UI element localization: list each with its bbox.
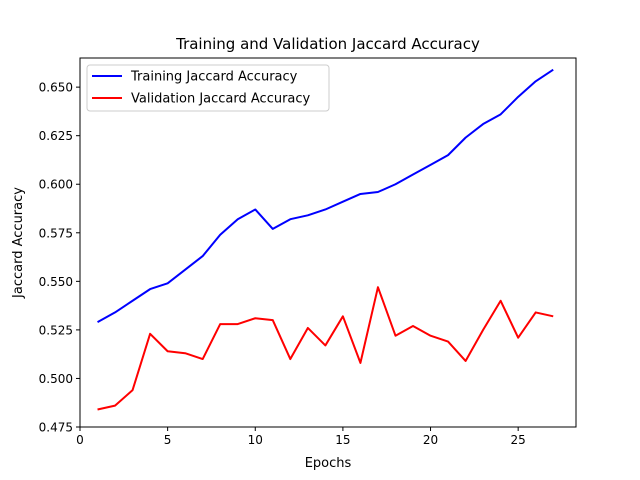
y-tick-label: 0.475 [39,421,73,435]
y-tick-label: 0.500 [39,372,73,386]
y-tick-label: 0.650 [39,81,73,95]
y-tick-label: 0.550 [39,275,73,289]
x-tick-label: 10 [248,433,263,447]
x-tick-label: 5 [164,433,172,447]
x-axis-label: Epochs [305,456,352,471]
y-axis-label: Jaccard Accuracy [11,187,26,299]
x-tick-label: 20 [423,433,438,447]
x-tick-label: 0 [76,433,84,447]
x-axis: 0 5 10 15 20 25 [76,427,526,447]
series-layer [97,68,554,411]
y-tick-label: 0.575 [39,226,73,240]
series-line-training [97,68,554,324]
plot-frame [79,57,577,428]
x-tick-label: 25 [511,433,526,447]
legend-box [86,64,330,112]
legend-label-training: Training Jaccard Accuracy [130,70,298,85]
legend: Training Jaccard Accuracy Validation Jac… [86,64,330,112]
legend-label-validation: Validation Jaccard Accuracy [131,92,311,107]
y-tick-label: 0.625 [39,129,73,143]
x-tick-label: 15 [335,433,350,447]
y-axis: 0.475 0.500 0.525 0.550 0.575 0.600 0.625 0.650 [39,81,80,435]
series-line-validation [97,286,554,411]
y-tick-label: 0.525 [39,323,73,337]
chart-title: Training and Validation Jaccard Accuracy [175,35,480,53]
y-tick-label: 0.600 [39,178,73,192]
